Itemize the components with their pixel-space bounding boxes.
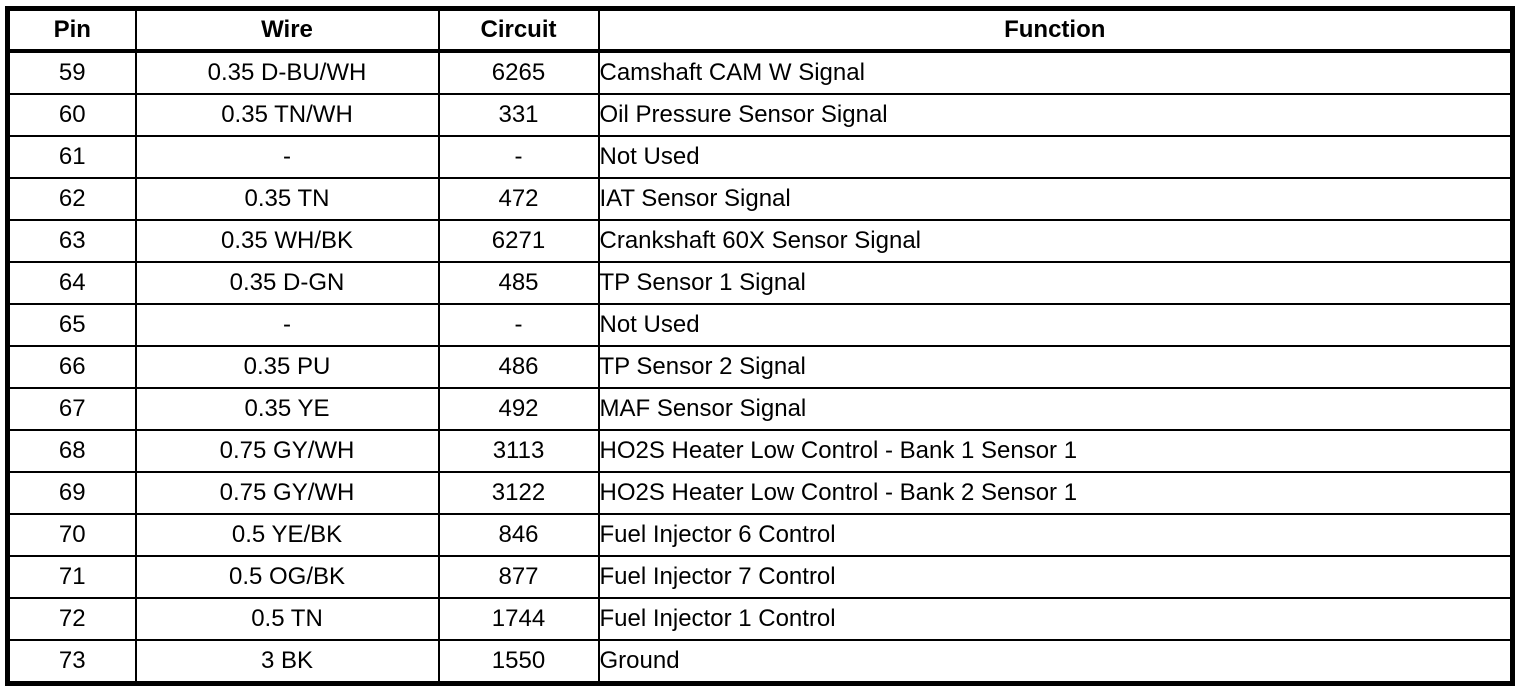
circuit-cell: - xyxy=(437,303,600,347)
circuit-cell: 1550 xyxy=(437,639,600,685)
table-row: 62 0.35 TN 472 IAT Sensor Signal xyxy=(6,177,1514,221)
circuit-cell: 1744 xyxy=(437,597,600,641)
pin-cell: 73 xyxy=(6,639,137,685)
function-cell: Fuel Injector 1 Control xyxy=(597,597,1514,641)
function-cell: Crankshaft 60X Sensor Signal xyxy=(597,219,1514,263)
wire-cell: - xyxy=(134,303,440,347)
circuit-cell: 6271 xyxy=(437,219,600,263)
function-cell: HO2S Heater Low Control - Bank 2 Sensor … xyxy=(597,471,1514,515)
circuit-cell: 3113 xyxy=(437,429,600,473)
wire-cell: 0.35 YE xyxy=(134,387,440,431)
circuit-cell: 472 xyxy=(437,177,600,221)
function-cell: HO2S Heater Low Control - Bank 1 Sensor … xyxy=(597,429,1514,473)
pinout-table: Pin Wire Circuit Function 59 0.35 D-BU/WH… xyxy=(5,6,1515,686)
function-cell: Oil Pressure Sensor Signal xyxy=(597,93,1514,137)
pin-cell: 66 xyxy=(6,345,137,389)
circuit-cell: 486 xyxy=(437,345,600,389)
header-row: Pin Wire Circuit Function xyxy=(6,7,1514,53)
pin-cell: 59 xyxy=(6,50,137,95)
function-cell: IAT Sensor Signal xyxy=(597,177,1514,221)
function-cell: Fuel Injector 6 Control xyxy=(597,513,1514,557)
circuit-cell: - xyxy=(437,135,600,179)
wire-cell: 0.35 TN/WH xyxy=(134,93,440,137)
circuit-cell: 846 xyxy=(437,513,600,557)
wire-cell: 0.35 PU xyxy=(134,345,440,389)
table-row: 72 0.5 TN 1744 Fuel Injector 1 Control xyxy=(6,597,1514,641)
circuit-cell: 485 xyxy=(437,261,600,305)
function-cell: Not Used xyxy=(597,303,1514,347)
wire-cell: 0.75 GY/WH xyxy=(134,429,440,473)
pin-cell: 71 xyxy=(6,555,137,599)
circuit-cell: 6265 xyxy=(437,50,600,95)
table-row: 73 3 BK 1550 Ground xyxy=(6,639,1514,685)
table-row: 71 0.5 OG/BK 877 Fuel Injector 7 Control xyxy=(6,555,1514,599)
column-header-function: Function xyxy=(597,7,1514,53)
function-cell: MAF Sensor Signal xyxy=(597,387,1514,431)
table-row: 60 0.35 TN/WH 331 Oil Pressure Sensor Signa… xyxy=(6,93,1514,137)
function-cell: Ground xyxy=(597,639,1514,685)
table-row: 64 0.35 D-GN 485 TP Sensor 1 Signal xyxy=(6,261,1514,305)
pin-cell: 68 xyxy=(6,429,137,473)
pin-cell: 60 xyxy=(6,93,137,137)
pin-cell: 61 xyxy=(6,135,137,179)
table-row: 63 0.35 WH/BK 6271 Crankshaft 60X Sensor Si… xyxy=(6,219,1514,263)
pin-cell: 65 xyxy=(6,303,137,347)
circuit-cell: 492 xyxy=(437,387,600,431)
table-row: 59 0.35 D-BU/WH 6265 Camshaft CAM W Signal xyxy=(6,50,1514,95)
pin-cell: 64 xyxy=(6,261,137,305)
wire-cell: 0.35 D-GN xyxy=(134,261,440,305)
table-row: 66 0.35 PU 486 TP Sensor 2 Signal xyxy=(6,345,1514,389)
table-row: 61- - Not Used xyxy=(6,135,1514,179)
wire-cell: 0.5 YE/BK xyxy=(134,513,440,557)
pin-cell: 63 xyxy=(6,219,137,263)
wire-cell: 0.35 WH/BK xyxy=(134,219,440,263)
table-row: 69 0.75 GY/WH 3122 HO2S Heater Low Control … xyxy=(6,471,1514,515)
table-row: 68 0.75 GY/WH 3113 HO2S Heater Low Control … xyxy=(6,429,1514,473)
table-row: 70 0.5 YE/BK 846 Fuel Injector 6 Control xyxy=(6,513,1514,557)
wire-cell: 3 BK xyxy=(134,639,440,685)
table-body: 59 0.35 D-BU/WH 6265 Camshaft CAM W Signal 6… xyxy=(6,50,1514,685)
column-header-circuit: Circuit xyxy=(437,7,600,53)
wire-cell: - xyxy=(134,135,440,179)
pin-cell: 62 xyxy=(6,177,137,221)
wire-cell: 0.5 OG/BK xyxy=(134,555,440,599)
wire-cell: 0.35 TN xyxy=(134,177,440,221)
column-header-pin: Pin xyxy=(6,7,137,53)
pin-cell: 70 xyxy=(6,513,137,557)
circuit-cell: 3122 xyxy=(437,471,600,515)
wire-cell: 0.75 GY/WH xyxy=(134,471,440,515)
pin-cell: 69 xyxy=(6,471,137,515)
circuit-cell: 331 xyxy=(437,93,600,137)
function-cell: TP Sensor 1 Signal xyxy=(597,261,1514,305)
circuit-cell: 877 xyxy=(437,555,600,599)
table-row: 67 0.35 YE 492 MAF Sensor Signal xyxy=(6,387,1514,431)
function-cell: TP Sensor 2 Signal xyxy=(597,345,1514,389)
pin-cell: 67 xyxy=(6,387,137,431)
wire-cell: 0.5 TN xyxy=(134,597,440,641)
wire-cell: 0.35 D-BU/WH xyxy=(134,50,440,95)
column-header-wire: Wire xyxy=(134,7,440,53)
pin-cell: 72 xyxy=(6,597,137,641)
function-cell: Fuel Injector 7 Control xyxy=(597,555,1514,599)
function-cell: Not Used xyxy=(597,135,1514,179)
function-cell: Camshaft CAM W Signal xyxy=(597,50,1514,95)
table-row: 65- - Not Used xyxy=(6,303,1514,347)
